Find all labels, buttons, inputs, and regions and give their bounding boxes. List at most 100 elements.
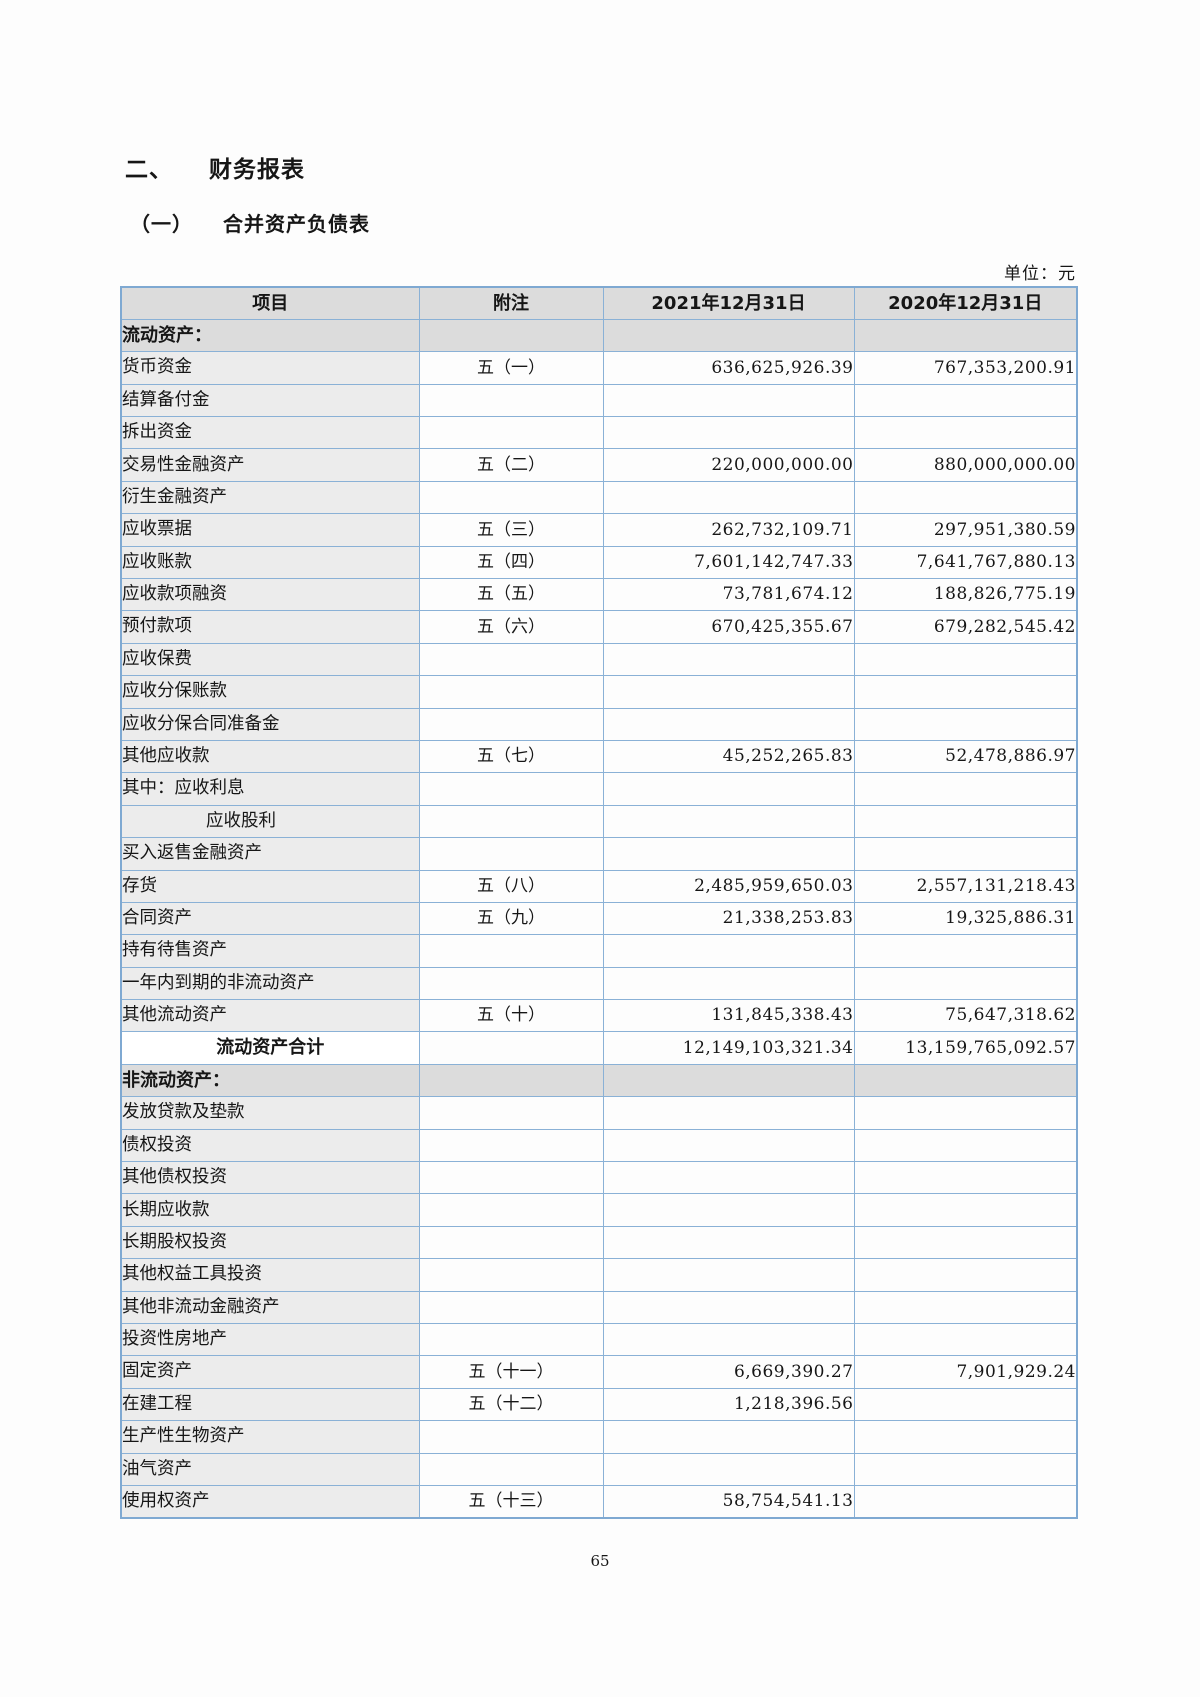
value-2021-cell: 2,485,959,650.03: [602, 869, 855, 903]
table-row: 长期股权投资: [120, 1225, 1078, 1260]
row-label-cell: 应收分保合同准备金: [120, 707, 420, 741]
value-2020-cell: 188,826,775.19: [853, 578, 1078, 612]
section-number: 二、: [125, 157, 173, 183]
row-label-cell: 其他债权投资: [120, 1161, 420, 1195]
table-row: 存货 五（八） 2,485,959,650.03 2,557,131,218.43: [120, 869, 1078, 903]
note-cell: [418, 707, 604, 741]
note-cell: [418, 642, 604, 677]
note-cell: [418, 1096, 604, 1130]
value-2020-cell: 2,557,131,218.43: [853, 869, 1078, 903]
subsection-heading: （一） 合并资产负债表: [130, 208, 370, 237]
value-2021-cell: 636,625,926.39: [602, 351, 855, 385]
table-header-row: 项目 附注 2021年12月31日 2020年12月31日: [120, 286, 1078, 320]
note-cell: [418, 804, 604, 839]
value-2021-cell: [602, 1420, 855, 1454]
row-label-cell: 应收保费: [120, 642, 420, 677]
table-row: 油气资产: [120, 1452, 1078, 1486]
note-cell: [418, 318, 604, 353]
row-label-cell: 其他应收款: [120, 739, 420, 774]
row-label-cell: 结算备付金: [120, 383, 420, 418]
note-cell: 五（十三）: [418, 1484, 604, 1519]
value-2021-cell: 12,149,103,321.34: [602, 1031, 855, 1065]
value-2020-cell: 52,478,886.97: [853, 739, 1078, 774]
value-2020-cell: [853, 480, 1078, 515]
note-cell: [418, 1225, 604, 1260]
page-number: 65: [590, 1552, 610, 1570]
note-cell: [418, 1063, 604, 1098]
row-label-cell: 长期股权投资: [120, 1225, 420, 1260]
row-label-cell: 在建工程: [120, 1387, 420, 1422]
table-row: 发放贷款及垫款: [120, 1096, 1078, 1130]
value-2020-cell: [853, 318, 1078, 353]
value-2020-cell: [853, 675, 1078, 709]
subsection-title: 合并资产负债表: [223, 212, 370, 236]
value-2021-cell: [602, 1063, 855, 1098]
row-label-cell: 其他权益工具投资: [120, 1258, 420, 1292]
row-label-cell: 发放贷款及垫款: [120, 1096, 420, 1130]
value-2021-cell: [602, 1096, 855, 1130]
row-label-cell: 债权投资: [120, 1128, 420, 1163]
row-label-cell: 长期应收款: [120, 1193, 420, 1227]
table-row: 应收股利: [120, 804, 1078, 839]
value-2020-cell: [853, 1193, 1078, 1227]
table-row: 生产性生物资产: [120, 1420, 1078, 1454]
table-row: 应收保费: [120, 642, 1078, 677]
note-cell: 五（三）: [418, 513, 604, 547]
row-label-cell: 应收账款: [120, 545, 420, 580]
value-2020-cell: [853, 1225, 1078, 1260]
value-2021-cell: 220,000,000.00: [602, 448, 855, 482]
value-2021-cell: [602, 804, 855, 839]
value-2021-cell: 73,781,674.12: [602, 578, 855, 612]
note-cell: 五（五）: [418, 578, 604, 612]
table-row: 买入返售金融资产: [120, 837, 1078, 871]
unit-label: 单位：元: [1004, 264, 1076, 284]
value-2021-cell: [602, 1193, 855, 1227]
table-row: 应收款项融资 五（五） 73,781,674.12 188,826,775.19: [120, 578, 1078, 612]
table-row: 应收分保合同准备金: [120, 707, 1078, 741]
row-label-cell: 其他非流动金融资产: [120, 1290, 420, 1325]
note-cell: [418, 1031, 604, 1065]
row-label-cell: 预付款项: [120, 610, 420, 644]
value-2020-cell: [853, 1484, 1078, 1519]
section-heading: 二、 财务报表: [125, 150, 305, 184]
row-label-cell: 应收分保账款: [120, 675, 420, 709]
table-row: 货币资金 五（一） 636,625,926.39 767,353,200.91: [120, 351, 1078, 385]
value-2020-cell: [853, 416, 1078, 450]
value-2021-cell: [602, 966, 855, 1001]
header-item: 项目: [120, 286, 420, 320]
value-2021-cell: [602, 480, 855, 515]
value-2021-cell: [602, 1290, 855, 1325]
value-2021-cell: [602, 675, 855, 709]
note-cell: [418, 480, 604, 515]
row-label-cell: 衍生金融资产: [120, 480, 420, 515]
note-cell: 五（一）: [418, 351, 604, 385]
value-2021-cell: 7,601,142,747.33: [602, 545, 855, 580]
header-note: 附注: [418, 286, 604, 320]
value-2020-cell: 297,951,380.59: [853, 513, 1078, 547]
table-row: 使用权资产 五（十三） 58,754,541.13: [120, 1484, 1078, 1519]
table-row: 拆出资金: [120, 416, 1078, 450]
value-2021-cell: 6,669,390.27: [602, 1355, 855, 1389]
value-2020-cell: [853, 1128, 1078, 1163]
value-2020-cell: 880,000,000.00: [853, 448, 1078, 482]
row-label-cell: 流动资产合计: [120, 1031, 420, 1065]
value-2020-cell: 679,282,545.42: [853, 610, 1078, 644]
row-label-cell: 其他流动资产: [120, 999, 420, 1033]
table-row: 衍生金融资产: [120, 480, 1078, 515]
value-2021-cell: [602, 772, 855, 806]
value-2020-cell: [853, 1290, 1078, 1325]
value-2021-cell: [602, 1452, 855, 1486]
row-label-cell: 一年内到期的非流动资产: [120, 966, 420, 1001]
value-2021-cell: 262,732,109.71: [602, 513, 855, 547]
value-2021-cell: 21,338,253.83: [602, 901, 855, 936]
value-2021-cell: 670,425,355.67: [602, 610, 855, 644]
table-row: 固定资产 五（十一） 6,669,390.27 7,901,929.24: [120, 1355, 1078, 1389]
row-label-cell: 其中：应收利息: [120, 772, 420, 806]
row-label-cell: 应收款项融资: [120, 578, 420, 612]
row-label-cell: 交易性金融资产: [120, 448, 420, 482]
note-cell: 五（十）: [418, 999, 604, 1033]
note-cell: 五（二）: [418, 448, 604, 482]
value-2021-cell: [602, 1225, 855, 1260]
note-cell: [418, 675, 604, 709]
